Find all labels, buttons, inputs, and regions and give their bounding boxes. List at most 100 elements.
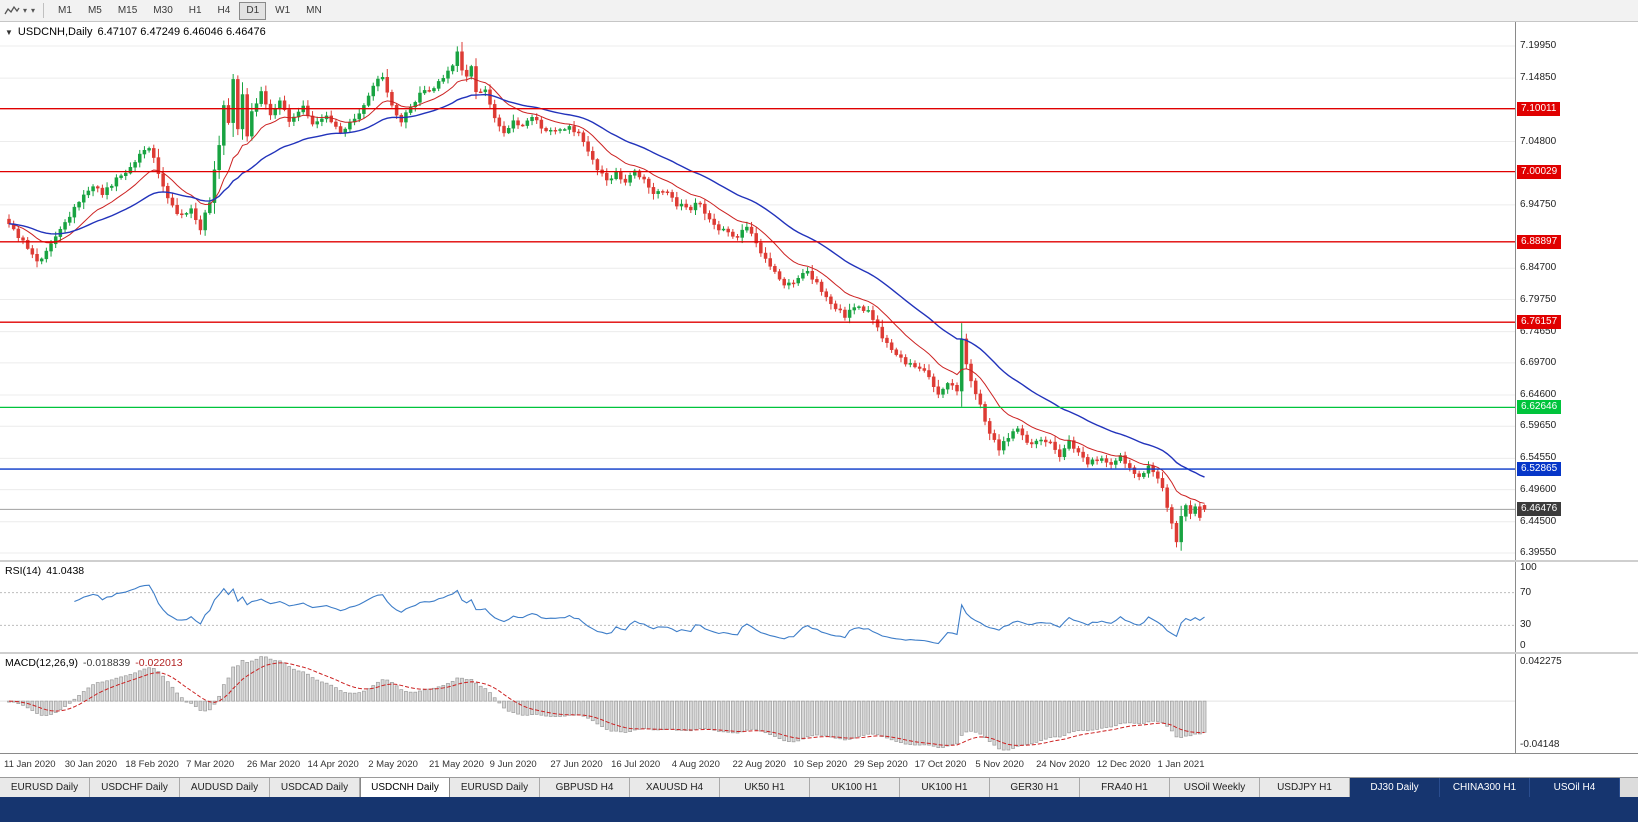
hline-price-label: 7.00029	[1517, 164, 1562, 179]
chart-tab-bar: EURUSD Daily USDCHF Daily AUDUSD Daily USDC…	[0, 777, 1638, 797]
chart-tab-gbpusd-h4[interactable]: GBPUSD H4	[540, 778, 630, 797]
date-label: 1 Jan 2021	[1157, 759, 1205, 770]
chart-tab-eurusd-daily[interactable]: EURUSD Daily	[0, 778, 90, 797]
rsi-tick: 70	[1520, 586, 1532, 598]
time-axis[interactable]: 11 Jan 2020 30 Jan 2020 18 Feb 2020 7 Mar 2…	[0, 753, 1638, 777]
rsi-tick: 100	[1520, 562, 1537, 573]
collapse-icon[interactable]: ▼	[5, 27, 13, 37]
chart-tab-ger30-h1[interactable]: GER30 H1	[990, 778, 1080, 797]
date-label: 26 Mar 2020	[246, 759, 301, 770]
current-price-label: 6.46476	[1517, 502, 1562, 517]
date-label: 5 Nov 2020	[975, 759, 1024, 770]
timeframe-button-m5[interactable]: M5	[87, 4, 102, 16]
ohlc-values: 6.47107 6.47249 6.46046 6.46476	[97, 26, 266, 38]
price-tick: 6.79750	[1520, 293, 1557, 305]
price-tick: 7.14850	[1520, 72, 1557, 84]
timeframe-button-group: M1 M5 M15 M30 H1 H4 D1 W1 MN	[50, 1, 330, 20]
price-tick: 7.04800	[1520, 135, 1557, 147]
symbol-ohlc-line: ▼ USDCNH,Daily 6.47107 6.47249 6.46046 6…	[5, 26, 266, 38]
date-label: 12 Dec 2020	[1096, 759, 1151, 770]
rsi-tick: 0	[1520, 640, 1526, 651]
date-label: 14 Apr 2020	[307, 759, 359, 770]
chart-tab-xauusd-h4[interactable]: XAUUSD H4	[630, 778, 720, 797]
macd-name: MACD(12,26,9)	[5, 657, 78, 669]
hline-price-label: 6.62646	[1517, 400, 1562, 415]
zigzag-icon	[4, 5, 20, 14]
timeframe-button-d1[interactable]: D1	[239, 1, 267, 20]
date-label: 30 Jan 2020	[64, 759, 117, 770]
symbol-name: USDCNH,Daily	[17, 26, 93, 38]
candlestick-chart[interactable]	[0, 22, 1515, 560]
chart-tab-audusd-daily[interactable]: AUDUSD Daily	[180, 778, 270, 797]
toolbar-separator	[43, 3, 45, 18]
price-tick: 7.19950	[1520, 40, 1557, 52]
macd-main-value: -0.018839	[82, 657, 131, 669]
rsi-label: RSI(14) 41.0438	[5, 565, 84, 577]
chart-type-icon[interactable]	[3, 3, 21, 19]
hline-price-label: 6.52865	[1517, 462, 1562, 477]
chart-tab-uk100-h1[interactable]: UK100 H1	[810, 778, 900, 797]
macd-chart[interactable]	[0, 654, 1515, 753]
rsi-value: 41.0438	[46, 565, 85, 577]
timeframe-button-h1[interactable]: H1	[188, 4, 202, 16]
price-tick: 6.69700	[1520, 356, 1557, 368]
chart-tab-eurusd-daily[interactable]: EURUSD Daily	[450, 778, 540, 797]
window-strip	[0, 797, 1638, 822]
chart-tab-usdjpy-h1[interactable]: USDJPY H1	[1260, 778, 1350, 797]
price-tick: 6.94750	[1520, 198, 1557, 210]
chart-type-caret-icon[interactable]: ▾	[23, 6, 28, 15]
timeframe-button-m1[interactable]: M1	[58, 4, 72, 16]
hline-price-label: 6.88897	[1517, 234, 1562, 249]
timeframe-button-h4[interactable]: H4	[217, 4, 231, 16]
chart-tab-usdchf-daily[interactable]: USDCHF Daily	[90, 778, 180, 797]
date-label: 7 Mar 2020	[186, 759, 235, 770]
chart-tab-usoil-weekly[interactable]: USOil Weekly	[1170, 778, 1260, 797]
chart-tab-fra40-h1[interactable]: FRA40 H1	[1080, 778, 1170, 797]
date-label: 24 Nov 2020	[1036, 759, 1090, 770]
timeframe-button-mn[interactable]: MN	[306, 4, 322, 16]
macd-signal-value: -0.022013	[135, 657, 183, 669]
price-tick: 6.74650	[1520, 325, 1557, 337]
pane-splitter[interactable]	[0, 560, 1638, 562]
date-label: 9 Jun 2020	[489, 759, 537, 770]
macd-tick: 0.042275	[1520, 656, 1562, 667]
toolbar-caret-icon[interactable]: ▾	[31, 6, 36, 15]
date-label: 17 Oct 2020	[914, 759, 967, 770]
macd-pane[interactable]: 0.042275 -0.04148 MACD(12,26,9) -0.018839…	[0, 654, 1638, 753]
price-axis[interactable]: 7.19950 7.14850 7.04800 6.94750 6.84700 6.797…	[1515, 22, 1638, 560]
toolbar: ▾ ▾ M1 M5 M15 M30 H1 H4 D1 W1 MN	[0, 0, 1638, 22]
date-label: 18 Feb 2020	[125, 759, 179, 770]
rsi-pane[interactable]: 100 70 30 0 RSI(14) 41.0438	[0, 562, 1638, 652]
macd-tick: -0.04148	[1520, 739, 1560, 750]
price-tick: 6.59650	[1520, 420, 1557, 432]
price-tick: 6.54550	[1520, 452, 1557, 464]
price-chart-pane[interactable]: 7.19950 7.14850 7.04800 6.94750 6.84700 6.797…	[0, 22, 1638, 560]
macd-axis[interactable]: 0.042275 -0.04148	[1515, 654, 1638, 753]
rsi-axis[interactable]: 100 70 30 0	[1515, 562, 1638, 652]
price-tick: 6.49600	[1520, 483, 1557, 495]
timeframe-button-w1[interactable]: W1	[275, 4, 291, 16]
date-label: 29 Sep 2020	[853, 759, 908, 770]
chart-tab-uk100-h1[interactable]: UK100 H1	[900, 778, 990, 797]
timeframe-button-m15[interactable]: M15	[117, 4, 138, 16]
macd-label: MACD(12,26,9) -0.018839 -0.022013	[5, 657, 183, 669]
timeframe-button-m30[interactable]: M30	[153, 4, 173, 16]
chart-tab-china300-h1[interactable]: CHINA300 H1	[1440, 778, 1530, 797]
chart-tab-uk50-h1[interactable]: UK50 H1	[720, 778, 810, 797]
pane-splitter[interactable]	[0, 652, 1638, 654]
chart-tab-usdcad-daily[interactable]: USDCAD Daily	[270, 778, 360, 797]
chart-tab-usdcnh-daily[interactable]: USDCNH Daily	[360, 778, 450, 797]
hline-price-label: 7.10011	[1517, 101, 1561, 116]
chart-tab-usoil-h4[interactable]: USOil H4	[1530, 778, 1620, 797]
date-label: 27 Jun 2020	[550, 759, 603, 770]
price-tick: 6.39550	[1520, 547, 1557, 558]
rsi-name: RSI(14)	[5, 565, 42, 577]
price-tick: 6.84700	[1520, 262, 1557, 274]
date-label: 22 Aug 2020	[732, 759, 786, 770]
rsi-chart[interactable]	[0, 562, 1515, 652]
hline-price-label: 6.76157	[1517, 315, 1562, 330]
rsi-tick: 30	[1520, 619, 1532, 631]
chart-tab-dj30-daily[interactable]: DJ30 Daily	[1350, 778, 1440, 797]
date-label: 21 May 2020	[428, 759, 484, 770]
